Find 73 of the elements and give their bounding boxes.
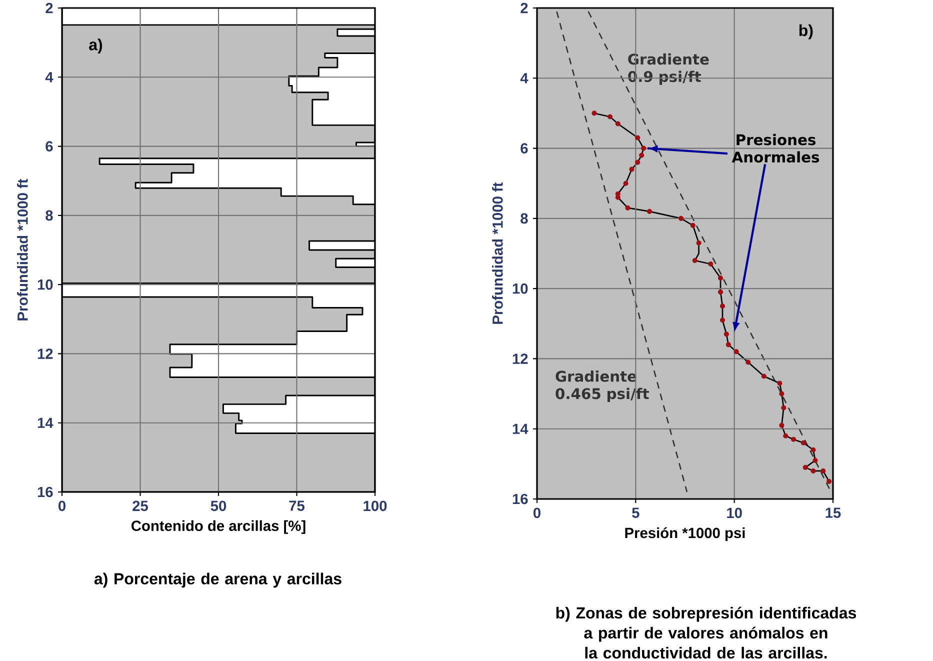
- y-tick-label: 12: [38, 348, 53, 359]
- y-tick-label: 10: [38, 279, 53, 290]
- point: [726, 342, 731, 348]
- point: [592, 110, 597, 116]
- x-tick-label: 0: [58, 500, 66, 512]
- point: [718, 290, 724, 295]
- point: [790, 436, 796, 442]
- annotation: Presiones Anormales: [732, 134, 820, 163]
- point: [812, 458, 818, 463]
- point: [720, 318, 726, 323]
- x-axis-title: Contenido de arcillas [%]: [132, 520, 306, 534]
- y-tick-label: 8: [520, 213, 528, 224]
- y-tick-label: 2: [520, 2, 528, 14]
- x-tick-label: 100: [364, 500, 387, 512]
- y-tick-label: 4: [45, 72, 54, 82]
- y-axis-title: Profundidad *1000 ft: [17, 178, 28, 320]
- point: [635, 160, 640, 165]
- y-tick-label: 14: [512, 424, 528, 434]
- point: [802, 464, 808, 470]
- x-axis-title: Presión *1000 psi: [625, 527, 745, 542]
- y-tick-label: 4: [520, 73, 528, 84]
- point: [629, 166, 634, 172]
- point: [607, 114, 613, 120]
- y-tick-label: 6: [46, 141, 53, 152]
- point: [820, 468, 826, 474]
- y-tick-label: 8: [46, 210, 53, 221]
- point: [641, 146, 646, 151]
- point: [826, 478, 832, 484]
- point: [761, 374, 766, 379]
- point: [720, 304, 726, 309]
- point: [810, 447, 816, 452]
- series-label: Gradiente 0.465 psi/ft: [556, 370, 649, 402]
- point: [708, 261, 714, 267]
- x-tick-label: 25: [132, 500, 148, 512]
- x-tick-label: 5: [632, 508, 640, 518]
- point: [781, 405, 786, 410]
- point: [623, 180, 628, 186]
- text: b): [799, 24, 813, 40]
- point: [777, 380, 782, 386]
- point: [779, 391, 784, 396]
- x-tick-label: 50: [210, 500, 226, 512]
- point: [646, 208, 652, 214]
- y-axis-title: Profundidad *1000 ft: [492, 182, 503, 324]
- y-tick-label: 16: [38, 486, 53, 498]
- point: [639, 152, 644, 158]
- y-tick-label: 10: [512, 283, 528, 294]
- point: [810, 468, 816, 474]
- x-tick-label: 10: [727, 508, 742, 518]
- point: [635, 135, 640, 140]
- point: [690, 222, 696, 228]
- point: [746, 360, 751, 365]
- point: [783, 433, 788, 438]
- point: [718, 276, 724, 281]
- text: a): [89, 38, 102, 54]
- x-tick-label: 0: [534, 508, 540, 518]
- point: [692, 258, 698, 264]
- y-tick-label: 6: [520, 143, 528, 154]
- text: b) Zonas de sobrepresión identificadas a partir de valores anómalos en la conductividad de las arcillas.: [556, 606, 856, 659]
- x-tick-label: 15: [826, 508, 841, 518]
- point: [678, 216, 684, 221]
- text: a) Porcentaje de arena y arcillas: [94, 572, 342, 588]
- point: [615, 121, 620, 126]
- point: [625, 205, 630, 210]
- point: [779, 422, 784, 428]
- point: [734, 349, 739, 354]
- point: [800, 440, 806, 446]
- point: [696, 240, 702, 246]
- point: [724, 332, 729, 337]
- y-tick-label: 14: [38, 418, 54, 428]
- y-tick-label: 2: [46, 2, 53, 14]
- y-tick-label: 16: [512, 494, 528, 504]
- x-tick-label: 75: [289, 500, 304, 511]
- y-tick-label: 12: [512, 354, 528, 364]
